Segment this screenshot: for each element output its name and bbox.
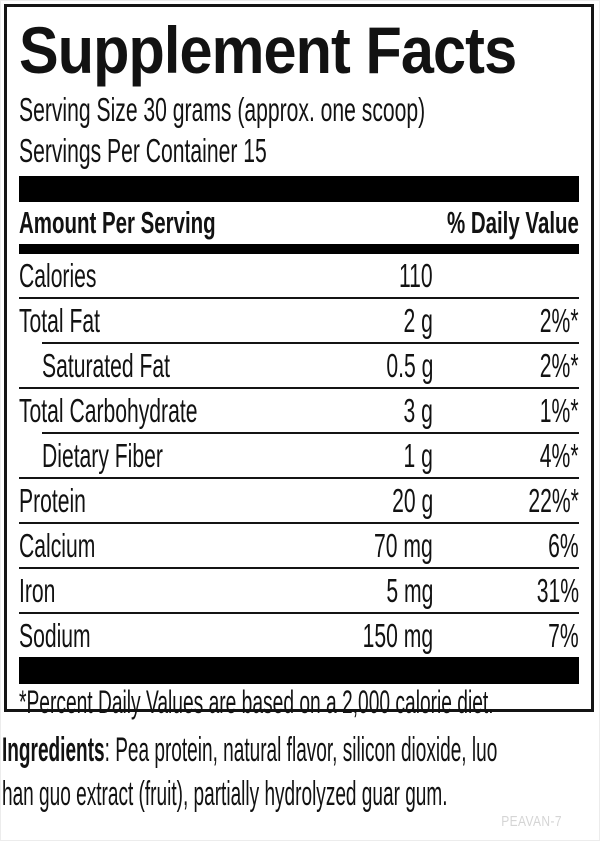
table-row: Calories 110 xyxy=(19,254,579,297)
nutrient-amount: 5 mg xyxy=(386,571,433,609)
nutrient-dv: 22%* xyxy=(528,481,579,519)
nutrient-dv-cell xyxy=(433,257,579,295)
servings-per-container-text: Servings Per Container 15 xyxy=(19,132,267,169)
row-separator xyxy=(19,522,579,524)
footer-code: PEAVAN-7 xyxy=(501,813,562,830)
ingredients-line-1-rest: : Pea protein, natural flavor, silicon d… xyxy=(104,731,498,769)
nutrient-name-cell: Sodium xyxy=(19,617,313,655)
servings-per-container: Servings Per Container 15 xyxy=(19,130,579,171)
nutrient-amount: 3 g xyxy=(403,391,433,429)
nutrient-name: Calcium xyxy=(19,526,96,564)
footnote-text: *Percent Daily Values are based on a 2,0… xyxy=(19,684,494,720)
nutrient-amount: 70 mg xyxy=(374,526,433,564)
nutrient-name: Total Carbohydrate xyxy=(19,391,198,429)
nutrient-amount: 2 g xyxy=(403,301,433,339)
nutrient-dv: 2%* xyxy=(540,301,579,339)
nutrient-dv-cell: 2%* xyxy=(433,347,579,385)
column-headers: Amount Per Serving % Daily Value xyxy=(19,202,579,244)
divider-bar-bottom xyxy=(19,657,579,684)
nutrient-dv: 2%* xyxy=(540,346,579,384)
nutrient-amount-cell: 1 g xyxy=(313,437,433,475)
nutrient-amount-cell: 70 mg xyxy=(313,527,433,565)
table-row: Sodium 150 mg 7% xyxy=(19,614,579,657)
nutrient-name-cell: Iron xyxy=(19,572,313,610)
table-row: Calcium 70 mg 6% xyxy=(19,524,579,567)
nutrient-dv-cell: 31% xyxy=(433,572,579,610)
divider-bar-top xyxy=(19,176,579,202)
row-separator xyxy=(19,612,579,614)
table-row: Total Carbohydrate 3 g 1%* xyxy=(19,389,579,432)
nutrient-dv-cell: 6% xyxy=(433,527,579,565)
table-row: Saturated Fat 0.5 g 2%* xyxy=(19,344,579,387)
table-row: Total Fat 2 g 2%* xyxy=(19,299,579,342)
nutrient-amount: 150 mg xyxy=(362,616,433,654)
nutrient-dv: 1%* xyxy=(540,391,579,429)
nutrient-dv: 31% xyxy=(536,571,579,609)
nutrient-name: Saturated Fat xyxy=(42,346,170,384)
nutrient-name-cell: Calories xyxy=(19,257,313,295)
nutrient-amount-cell: 0.5 g xyxy=(313,347,433,385)
nutrient-amount: 1 g xyxy=(403,436,433,474)
serving-size: Serving Size 30 grams (approx. one scoop… xyxy=(19,89,579,130)
nutrient-name: Dietary Fiber xyxy=(42,436,163,474)
row-separator xyxy=(19,567,579,569)
nutrient-amount-cell: 20 g xyxy=(313,482,433,520)
nutrient-name-cell: Total Fat xyxy=(19,302,313,340)
nutrient-amount-cell: 3 g xyxy=(313,392,433,430)
table-row: Protein 20 g 22%* xyxy=(19,479,579,522)
ingredients-label: Ingredients xyxy=(2,731,105,769)
nutrient-name: Sodium xyxy=(19,616,91,654)
nutrient-name-cell: Calcium xyxy=(19,527,313,565)
nutrient-amount: 110 xyxy=(399,256,433,294)
facts-rows: Calories 110 Total Fat 2 g 2%* Saturated Fat 0… xyxy=(19,254,579,657)
row-separator xyxy=(19,387,579,389)
nutrient-amount-cell: 5 mg xyxy=(313,572,433,610)
panel-title: Supplement Facts xyxy=(19,17,579,89)
nutrient-dv-cell: 7% xyxy=(433,617,579,655)
row-separator xyxy=(42,432,579,434)
row-separator xyxy=(19,477,579,479)
panel-title-text: Supplement Facts xyxy=(19,13,517,87)
nutrient-amount-cell: 110 xyxy=(313,257,433,295)
nutrient-amount: 20 g xyxy=(391,481,433,519)
nutrient-dv: 7% xyxy=(548,616,579,654)
nutrient-dv-cell: 1%* xyxy=(433,392,579,430)
nutrient-name-cell: Protein xyxy=(19,482,313,520)
supplement-facts-panel: Supplement Facts Serving Size 30 grams (… xyxy=(4,4,594,720)
nutrient-name: Total Fat xyxy=(19,301,100,339)
nutrient-amount-cell: 2 g xyxy=(313,302,433,340)
nutrient-name-cell: Total Carbohydrate xyxy=(19,392,313,430)
amount-per-serving-header: Amount Per Serving xyxy=(19,205,216,240)
ingredients-line-2: han guo extract (fruit), partially hydro… xyxy=(2,775,448,813)
table-row: Iron 5 mg 31% xyxy=(19,569,579,612)
daily-value-header: % Daily Value xyxy=(447,205,579,240)
divider-bar-header xyxy=(19,244,579,254)
footnote: *Percent Daily Values are based on a 2,0… xyxy=(19,684,579,721)
table-row: Dietary Fiber 1 g 4%* xyxy=(19,434,579,477)
nutrient-name-cell: Saturated Fat xyxy=(19,347,313,385)
row-separator xyxy=(42,342,579,344)
nutrient-name-cell: Dietary Fiber xyxy=(19,437,313,475)
nutrient-name: Calories xyxy=(19,256,97,294)
nutrient-amount: 0.5 g xyxy=(386,346,433,384)
serving-size-text: Serving Size 30 grams (approx. one scoop… xyxy=(19,91,426,128)
nutrient-amount-cell: 150 mg xyxy=(313,617,433,655)
ingredients-line-1: Ingredients: Pea protein, natural flavor… xyxy=(2,728,497,772)
nutrient-dv: 4%* xyxy=(540,436,579,474)
row-separator xyxy=(19,297,579,299)
nutrient-dv-cell: 2%* xyxy=(433,302,579,340)
ingredients: Ingredients: Pea protein, natural flavor… xyxy=(2,728,598,816)
nutrient-name: Protein xyxy=(19,481,86,519)
nutrient-dv-cell: 22%* xyxy=(433,482,579,520)
nutrient-dv-cell: 4%* xyxy=(433,437,579,475)
nutrient-name: Iron xyxy=(19,571,56,609)
nutrient-dv: 6% xyxy=(548,526,579,564)
